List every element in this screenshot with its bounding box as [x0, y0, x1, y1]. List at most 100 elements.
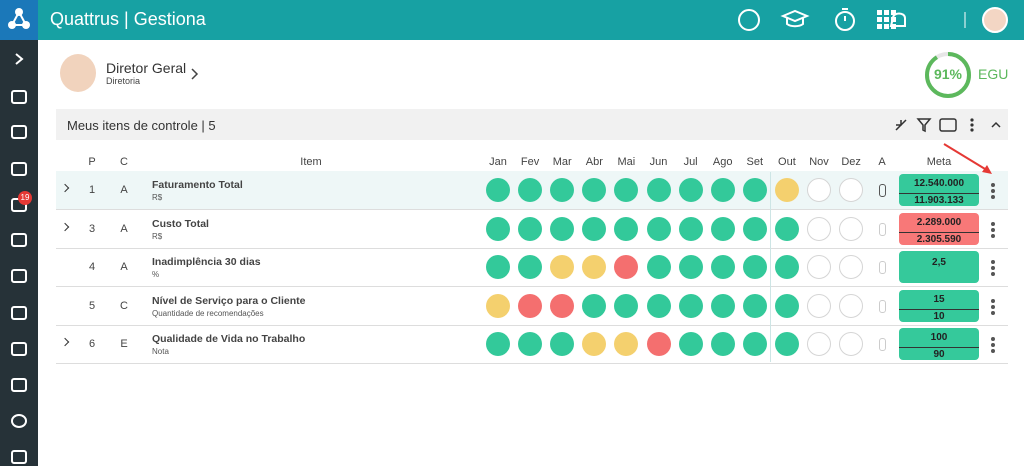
status-circle[interactable] [710, 293, 735, 318]
status-circle[interactable] [582, 216, 607, 241]
empty-circle[interactable] [807, 255, 831, 279]
status-circle[interactable] [486, 293, 510, 318]
status-circle[interactable] [614, 332, 639, 356]
empty-circle[interactable] [807, 332, 831, 356]
empty-circle[interactable] [839, 178, 864, 202]
empty-circle[interactable] [807, 178, 831, 202]
collapse-icon[interactable] [895, 119, 907, 131]
empty-circle[interactable] [839, 216, 864, 241]
empty-circle[interactable] [839, 293, 864, 318]
status-circle[interactable] [550, 293, 575, 318]
status-circle[interactable] [646, 332, 671, 356]
status-circle[interactable] [582, 293, 607, 318]
book-icon[interactable] [11, 450, 27, 464]
profile-name[interactable]: Diretor Geral [106, 60, 187, 76]
status-circle[interactable] [646, 178, 671, 202]
status-circle[interactable] [678, 332, 703, 356]
status-circle[interactable] [646, 293, 671, 318]
attachment-icon[interactable] [879, 184, 886, 197]
status-circle[interactable] [742, 332, 767, 356]
item-name[interactable]: Faturamento Total [152, 179, 243, 191]
status-circle[interactable] [486, 178, 510, 202]
status-circle[interactable] [742, 255, 767, 279]
status-circle[interactable] [646, 216, 671, 241]
empty-circle[interactable] [807, 216, 831, 241]
indicators-icon[interactable] [11, 162, 27, 176]
structure-icon[interactable] [11, 378, 27, 392]
status-circle[interactable] [518, 255, 543, 279]
collapse-panel-icon[interactable] [991, 121, 1001, 128]
status-circle[interactable] [582, 332, 607, 356]
panel-menu[interactable] [970, 118, 974, 132]
status-circle[interactable] [678, 255, 703, 279]
status-circle[interactable] [774, 255, 799, 279]
status-circle[interactable] [614, 255, 639, 279]
timer-icon[interactable] [835, 11, 855, 31]
row-menu[interactable] [991, 260, 995, 278]
apps-icon[interactable] [877, 10, 896, 29]
globe-icon[interactable] [11, 414, 27, 428]
profile-arrow[interactable] [190, 68, 200, 80]
status-circle[interactable] [518, 216, 543, 241]
status-circle[interactable] [518, 293, 543, 318]
status-circle[interactable] [582, 255, 607, 279]
status-circle[interactable] [678, 216, 703, 241]
item-name[interactable]: Custo Total [152, 217, 209, 230]
status-circle[interactable] [518, 332, 543, 356]
attachment-icon[interactable] [879, 338, 886, 351]
status-circle[interactable] [646, 255, 671, 279]
status-circle[interactable] [486, 216, 510, 241]
attachment-icon[interactable] [879, 222, 886, 236]
bell-icon[interactable] [889, 12, 906, 27]
expand-icon[interactable] [12, 52, 26, 66]
status-circle[interactable] [614, 216, 639, 241]
attachment-icon[interactable] [879, 261, 886, 274]
status-circle[interactable] [710, 332, 735, 356]
status-circle[interactable] [550, 255, 575, 279]
status-circle[interactable] [486, 255, 510, 279]
filter-icon[interactable] [916, 118, 932, 133]
layers-icon[interactable] [11, 342, 27, 356]
status-circle[interactable] [742, 178, 767, 202]
attachment-icon[interactable] [879, 299, 886, 313]
empty-circle[interactable] [807, 293, 831, 318]
status-circle[interactable] [550, 178, 575, 202]
row-menu[interactable] [991, 221, 995, 240]
status-circle[interactable] [582, 178, 607, 202]
expand-arrow[interactable] [60, 337, 70, 347]
row-menu[interactable] [991, 337, 995, 355]
status-circle[interactable] [742, 216, 767, 241]
item-name[interactable]: Nível de Serviço para o Cliente [152, 294, 306, 307]
status-circle[interactable] [678, 293, 703, 318]
status-circle[interactable] [774, 216, 799, 241]
home-icon[interactable] [11, 90, 27, 104]
status-circle[interactable] [774, 178, 799, 202]
status-circle[interactable] [486, 332, 510, 356]
item-name[interactable]: Inadimplência 30 dias [152, 256, 261, 268]
support-icon[interactable] [738, 9, 760, 31]
empty-circle[interactable] [839, 255, 864, 279]
learn-icon[interactable] [780, 9, 810, 28]
status-circle[interactable] [742, 293, 767, 318]
input-icon[interactable] [11, 269, 27, 283]
status-circle[interactable] [518, 178, 543, 202]
view-icon[interactable] [939, 118, 957, 132]
logo[interactable] [0, 0, 38, 40]
calendar-icon[interactable] [11, 233, 27, 247]
status-circle[interactable] [710, 255, 735, 279]
status-circle[interactable] [774, 293, 799, 318]
output-icon[interactable] [11, 306, 27, 320]
status-circle[interactable] [550, 216, 575, 241]
status-circle[interactable] [614, 293, 639, 318]
status-circle[interactable] [678, 178, 703, 202]
item-name[interactable]: Qualidade de Vida no Trabalho [152, 333, 306, 345]
user-avatar[interactable] [982, 7, 1008, 33]
status-circle[interactable] [774, 332, 799, 356]
status-circle[interactable] [710, 178, 735, 202]
expand-arrow[interactable] [60, 222, 70, 231]
status-circle[interactable] [614, 178, 639, 202]
status-circle[interactable] [550, 332, 575, 356]
empty-circle[interactable] [839, 332, 864, 356]
dashboard-icon[interactable] [11, 125, 27, 139]
status-circle[interactable] [710, 216, 735, 241]
